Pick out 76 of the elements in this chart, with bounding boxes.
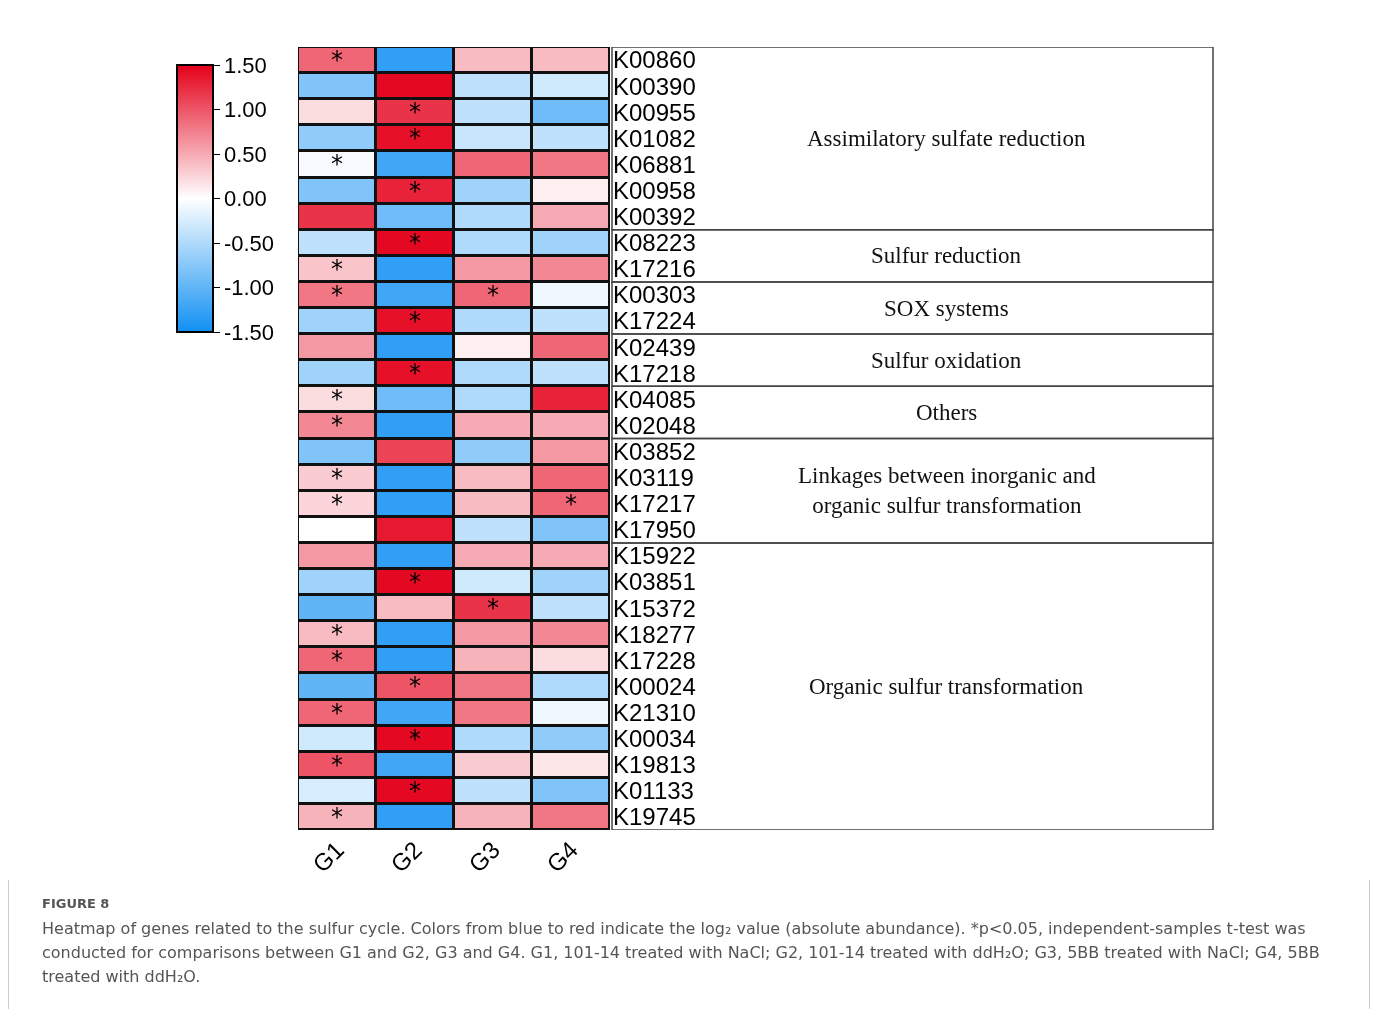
- color-bar-label: -1.00: [223, 275, 275, 301]
- text: Assimilatory sulfate reduction: [807, 126, 1086, 151]
- y-tick-label: K06881: [613, 150, 696, 178]
- data-label: *: [409, 229, 421, 258]
- y-tick-label: K19813: [613, 751, 696, 779]
- data-label: *: [331, 646, 343, 675]
- color-bar-label: 0.50: [223, 141, 267, 167]
- data-label: *: [331, 150, 343, 179]
- y-tick-label: K17228: [613, 646, 696, 674]
- x-tick-label: G4: [541, 835, 584, 878]
- data-label: *: [409, 359, 421, 388]
- y-tick-label: K02048: [613, 411, 696, 439]
- y-tick-label: K15922: [613, 542, 696, 570]
- data-label: *: [409, 568, 421, 597]
- data-label: *: [409, 672, 421, 701]
- y-tick-label: K03851: [613, 568, 696, 596]
- color-bar-label: 1.50: [223, 52, 267, 78]
- y-tick-label: K01133: [613, 777, 694, 805]
- y-tick-label: K03852: [613, 437, 696, 465]
- data-label: *: [331, 411, 343, 440]
- y-tick-label: K15372: [613, 594, 696, 622]
- data-label: *: [409, 307, 421, 336]
- y-tick-label: K17217: [613, 490, 696, 518]
- y-tick-label: K02439: [613, 333, 696, 361]
- data-label: *: [331, 620, 343, 649]
- y-tick-label: K01082: [613, 124, 696, 152]
- data-label: *: [409, 177, 421, 206]
- y-tick-label: K17218: [613, 359, 696, 387]
- x-tick-label: G3: [463, 835, 506, 878]
- data-label: *: [331, 281, 343, 310]
- color-bar-label: 0.00: [223, 186, 267, 212]
- y-tick-label: K19745: [613, 803, 696, 831]
- text: Heatmap of genes related to the sulfur cycle. Colors from blue to red indicate the log₂ value (absolute abundance). *p<0.05, independent-samples t-test was conducted for comparisons between G1 and G2, G3 and G4. G1, 101-14 treated with NaCl; G2, 101-14 treated with ddH₂O; G3, 5BB treated with NaCl; G4, 5BB treated with ddH₂O.: [42, 918, 1321, 988]
- color-bar-label: -1.50: [223, 319, 275, 345]
- y-tick-label: K04085: [613, 385, 696, 413]
- data-label: *: [331, 751, 343, 780]
- color-bar-label: -0.50: [223, 230, 275, 256]
- data-label: *: [409, 98, 421, 127]
- text: Sulfur oxidation: [871, 348, 1022, 373]
- y-tick-label: K17224: [613, 307, 696, 335]
- x-tick-label: G2: [385, 835, 428, 878]
- data-label: *: [331, 46, 343, 75]
- text: Linkages between inorganic and organic sulfur transformation: [798, 463, 1097, 518]
- y-tick-label: K00034: [613, 725, 696, 753]
- y-tick-label: K00390: [613, 72, 696, 100]
- y-tick-label: K00958: [613, 176, 696, 204]
- text: SOX systems: [884, 296, 1009, 321]
- data-label: *: [331, 464, 343, 493]
- data-label: *: [487, 594, 499, 623]
- y-tick-label: K03119: [613, 464, 694, 492]
- text: Sulfur reduction: [871, 243, 1022, 268]
- data-label: *: [409, 725, 421, 754]
- y-tick-label: K17950: [613, 516, 696, 544]
- y-tick-label: K00024: [613, 672, 696, 700]
- y-tick-label: K17216: [613, 255, 696, 283]
- y-tick-label: K08223: [613, 229, 696, 257]
- data-label: *: [331, 699, 343, 728]
- data-label: *: [409, 124, 421, 153]
- y-tick-label: K00955: [613, 98, 696, 126]
- data-label: *: [409, 777, 421, 806]
- text: Organic sulfur transformation: [809, 674, 1084, 699]
- data-label: *: [331, 255, 343, 284]
- data-label: *: [331, 385, 343, 414]
- x-tick-label: G1: [307, 835, 350, 878]
- data-label: *: [487, 281, 499, 310]
- y-tick-label: K00303: [613, 281, 696, 309]
- data-label: *: [331, 490, 343, 519]
- color-bar-label: 1.00: [223, 97, 267, 123]
- text: Others: [916, 400, 978, 425]
- data-label: *: [565, 490, 577, 519]
- y-tick-label: K21310: [613, 698, 696, 726]
- y-tick-label: K00860: [613, 46, 696, 74]
- caption: FIGURE 8: [42, 896, 111, 911]
- y-tick-label: K18277: [613, 620, 696, 648]
- data-label: *: [331, 803, 343, 832]
- y-tick-label: K00392: [613, 203, 696, 231]
